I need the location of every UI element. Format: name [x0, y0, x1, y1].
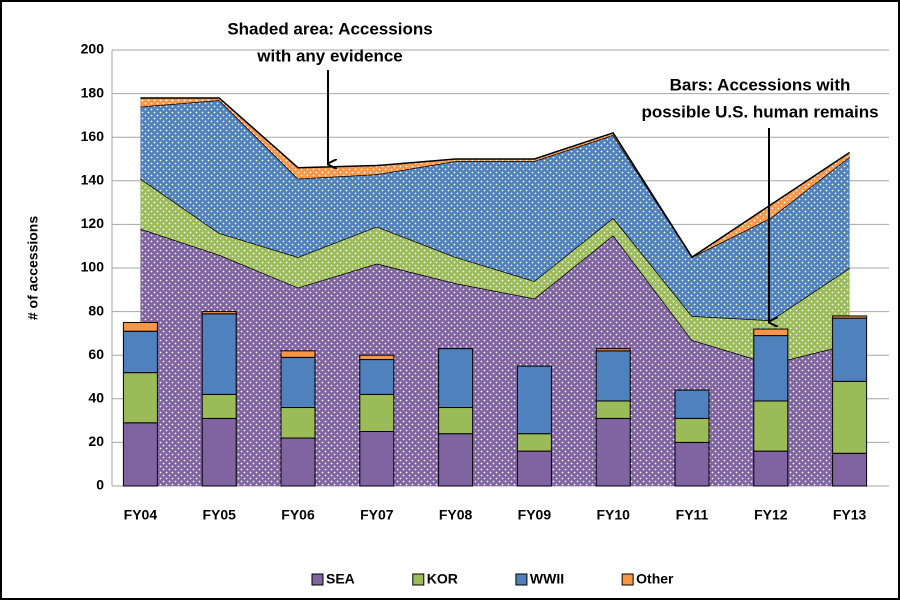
x-tick-label: FY08 — [439, 507, 473, 523]
bar — [753, 450, 789, 487]
x-tick-label: FY13 — [833, 507, 867, 523]
bar — [201, 417, 237, 487]
y-tick-label: 200 — [81, 41, 105, 57]
x-tick-label: FY09 — [518, 507, 552, 523]
bar — [122, 322, 158, 332]
x-tick-label: FY10 — [596, 507, 630, 523]
legend-label: WWII — [530, 571, 564, 587]
legend-swatch — [515, 573, 528, 586]
bar — [832, 315, 868, 319]
bar — [122, 372, 158, 424]
y-tick-label: 160 — [81, 128, 105, 144]
bar — [832, 380, 868, 454]
bar — [753, 335, 789, 402]
y-tick-label: 100 — [81, 259, 105, 275]
bar — [438, 407, 474, 435]
area-texture — [140, 100, 850, 321]
bar — [280, 437, 316, 487]
bar — [595, 348, 631, 352]
legend-swatch — [621, 573, 634, 586]
y-tick-label: 0 — [96, 477, 104, 493]
bar — [201, 313, 237, 395]
bar — [516, 433, 552, 452]
bar — [359, 431, 395, 487]
bar — [280, 356, 316, 409]
bar — [122, 330, 158, 374]
bar — [674, 441, 710, 487]
legend-swatch — [311, 573, 324, 586]
legend-label: KOR — [427, 571, 458, 587]
bar — [280, 407, 316, 439]
x-tick-label: FY04 — [124, 507, 158, 523]
y-tick-label: 140 — [81, 172, 105, 188]
annotation: Bars: Accessions with — [670, 75, 851, 94]
bar — [674, 417, 710, 443]
x-tick-label: FY05 — [202, 507, 236, 523]
bar — [516, 450, 552, 487]
x-tick-label: FY11 — [676, 507, 709, 523]
annotation: possible U.S. human remains — [641, 102, 878, 121]
annotation: Shaded area: Accessions — [227, 19, 432, 38]
bar — [674, 389, 710, 419]
y-axis-title: # of accessions — [25, 216, 41, 320]
bar — [595, 417, 631, 487]
bar — [359, 359, 395, 395]
bar — [516, 365, 552, 435]
bar — [438, 348, 474, 409]
bar — [753, 328, 789, 337]
bar — [359, 354, 395, 361]
bar — [832, 452, 868, 487]
y-tick-label: 120 — [81, 215, 105, 231]
bar — [122, 422, 158, 487]
bar — [438, 433, 474, 487]
bar — [201, 311, 237, 315]
y-tick-label: 40 — [88, 390, 104, 406]
bar — [201, 393, 237, 419]
bar — [595, 400, 631, 419]
x-tick-label: FY12 — [754, 507, 788, 523]
area-texture — [140, 178, 850, 364]
x-tick-label: FY06 — [281, 507, 315, 523]
area-texture — [140, 228, 850, 486]
legend-label: SEA — [326, 571, 355, 587]
area-edge — [140, 97, 851, 259]
bar — [832, 317, 868, 382]
bar — [753, 400, 789, 452]
bar — [595, 350, 631, 402]
legend-label: Other — [636, 571, 674, 587]
y-tick-label: 180 — [81, 84, 105, 100]
x-tick-label: FY07 — [360, 507, 394, 523]
annotation: with any evidence — [256, 46, 403, 65]
bar — [359, 393, 395, 433]
y-tick-label: 80 — [88, 302, 104, 318]
legend-swatch — [412, 573, 425, 586]
bar — [280, 350, 316, 358]
y-tick-label: 60 — [88, 346, 104, 362]
y-tick-label: 20 — [88, 433, 104, 449]
